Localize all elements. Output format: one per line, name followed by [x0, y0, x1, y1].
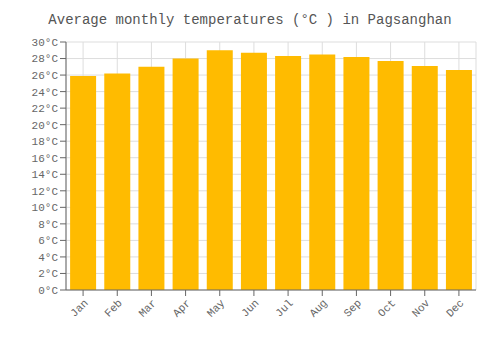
svg-text:18°C: 18°C [32, 136, 59, 148]
svg-text:6°C: 6°C [38, 235, 58, 247]
svg-text:Nov: Nov [410, 297, 433, 320]
svg-text:Jan: Jan [68, 297, 90, 319]
svg-text:8°C: 8°C [38, 219, 58, 231]
svg-text:Aug: Aug [307, 297, 329, 319]
svg-text:Oct: Oct [376, 297, 398, 319]
svg-text:28°C: 28°C [32, 53, 59, 65]
svg-text:22°C: 22°C [32, 103, 59, 115]
svg-text:16°C: 16°C [32, 153, 59, 165]
svg-text:Mar: Mar [137, 297, 159, 319]
svg-text:Jul: Jul [273, 297, 295, 319]
svg-text:Sep: Sep [342, 297, 364, 319]
svg-text:20°C: 20°C [32, 120, 59, 132]
svg-text:0°C: 0°C [38, 285, 58, 297]
svg-text:Feb: Feb [102, 297, 124, 319]
svg-text:4°C: 4°C [38, 252, 58, 264]
svg-text:2°C: 2°C [38, 268, 58, 280]
svg-text:10°C: 10°C [32, 202, 59, 214]
svg-text:Apr: Apr [171, 297, 193, 319]
svg-text:Dec: Dec [444, 297, 466, 319]
svg-text:Jun: Jun [239, 297, 261, 319]
svg-text:30°C: 30°C [32, 37, 59, 49]
html-text:Average monthly temperatures (: Average monthly temperatures (°C ) in Pa… [48, 12, 452, 28]
svg-text:26°C: 26°C [32, 70, 59, 82]
svg-text:May: May [205, 297, 228, 320]
svg-text:24°C: 24°C [32, 87, 59, 99]
svg-text:14°C: 14°C [32, 169, 59, 181]
svg-text:12°C: 12°C [32, 186, 59, 198]
